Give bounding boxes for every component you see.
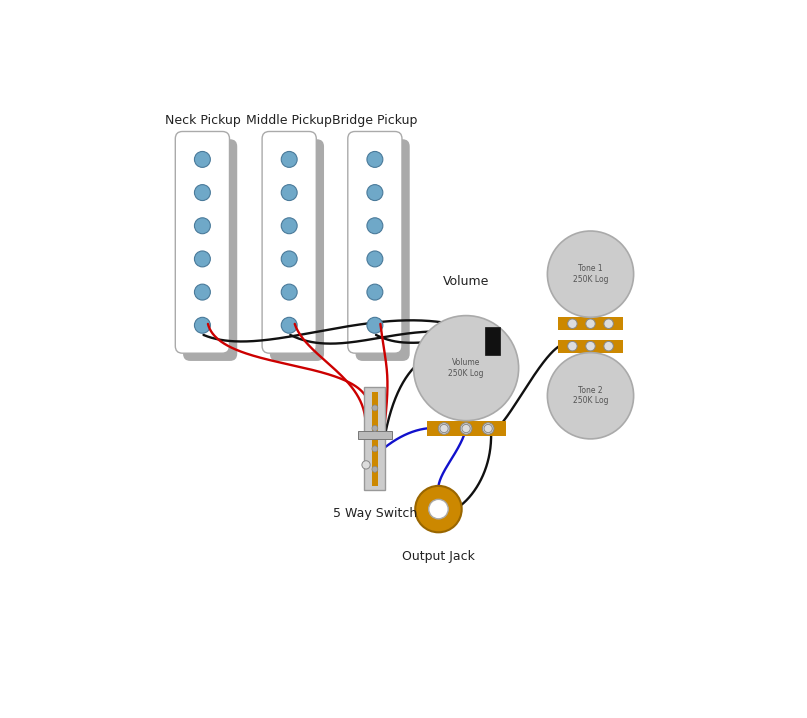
Text: Tone 2
250K Log: Tone 2 250K Log xyxy=(573,386,608,406)
Circle shape xyxy=(440,424,448,433)
Circle shape xyxy=(194,317,211,333)
Circle shape xyxy=(367,185,383,200)
Bar xyxy=(427,421,505,437)
Circle shape xyxy=(194,251,211,267)
Text: Volume
250K Log: Volume 250K Log xyxy=(449,358,484,378)
Circle shape xyxy=(194,284,211,300)
Bar xyxy=(358,432,391,439)
Circle shape xyxy=(367,251,383,267)
FancyBboxPatch shape xyxy=(356,139,410,361)
Circle shape xyxy=(372,426,378,432)
Circle shape xyxy=(484,424,492,433)
Bar xyxy=(372,391,378,485)
Circle shape xyxy=(460,423,472,434)
Circle shape xyxy=(194,151,211,167)
Circle shape xyxy=(567,319,577,328)
Circle shape xyxy=(281,317,297,333)
Circle shape xyxy=(362,461,370,469)
Text: Neck Pickup: Neck Pickup xyxy=(165,113,240,126)
Circle shape xyxy=(372,405,378,411)
Text: Tone 1
250K Log: Tone 1 250K Log xyxy=(573,264,608,284)
Circle shape xyxy=(281,218,297,234)
Circle shape xyxy=(281,151,297,167)
FancyBboxPatch shape xyxy=(270,139,324,361)
Circle shape xyxy=(547,231,633,317)
Text: Volume: Volume xyxy=(443,275,489,288)
Circle shape xyxy=(586,319,596,328)
Circle shape xyxy=(372,467,378,472)
Circle shape xyxy=(367,284,383,300)
Bar xyxy=(558,317,623,330)
Circle shape xyxy=(438,423,449,434)
FancyBboxPatch shape xyxy=(183,139,237,361)
Circle shape xyxy=(429,499,448,519)
Circle shape xyxy=(367,218,383,234)
Circle shape xyxy=(281,284,297,300)
Bar xyxy=(558,340,623,353)
Circle shape xyxy=(547,353,633,439)
Circle shape xyxy=(416,486,462,532)
Circle shape xyxy=(567,342,577,351)
Circle shape xyxy=(413,316,519,421)
Circle shape xyxy=(367,151,383,167)
Text: 5 Way Switch: 5 Way Switch xyxy=(332,508,417,521)
FancyBboxPatch shape xyxy=(175,131,229,353)
Circle shape xyxy=(483,423,494,434)
Circle shape xyxy=(281,185,297,200)
Bar xyxy=(365,388,386,490)
FancyBboxPatch shape xyxy=(348,131,402,353)
Text: Bridge Pickup: Bridge Pickup xyxy=(332,113,417,126)
Circle shape xyxy=(194,185,211,200)
Circle shape xyxy=(194,218,211,234)
Circle shape xyxy=(281,251,297,267)
Bar xyxy=(485,327,500,355)
Text: Middle Pickup: Middle Pickup xyxy=(246,113,332,126)
Circle shape xyxy=(372,446,378,452)
Text: Output Jack: Output Jack xyxy=(402,550,475,563)
Circle shape xyxy=(586,342,596,351)
FancyBboxPatch shape xyxy=(262,131,316,353)
Circle shape xyxy=(604,342,613,351)
Circle shape xyxy=(604,319,613,328)
Circle shape xyxy=(367,317,383,333)
Circle shape xyxy=(462,424,470,433)
